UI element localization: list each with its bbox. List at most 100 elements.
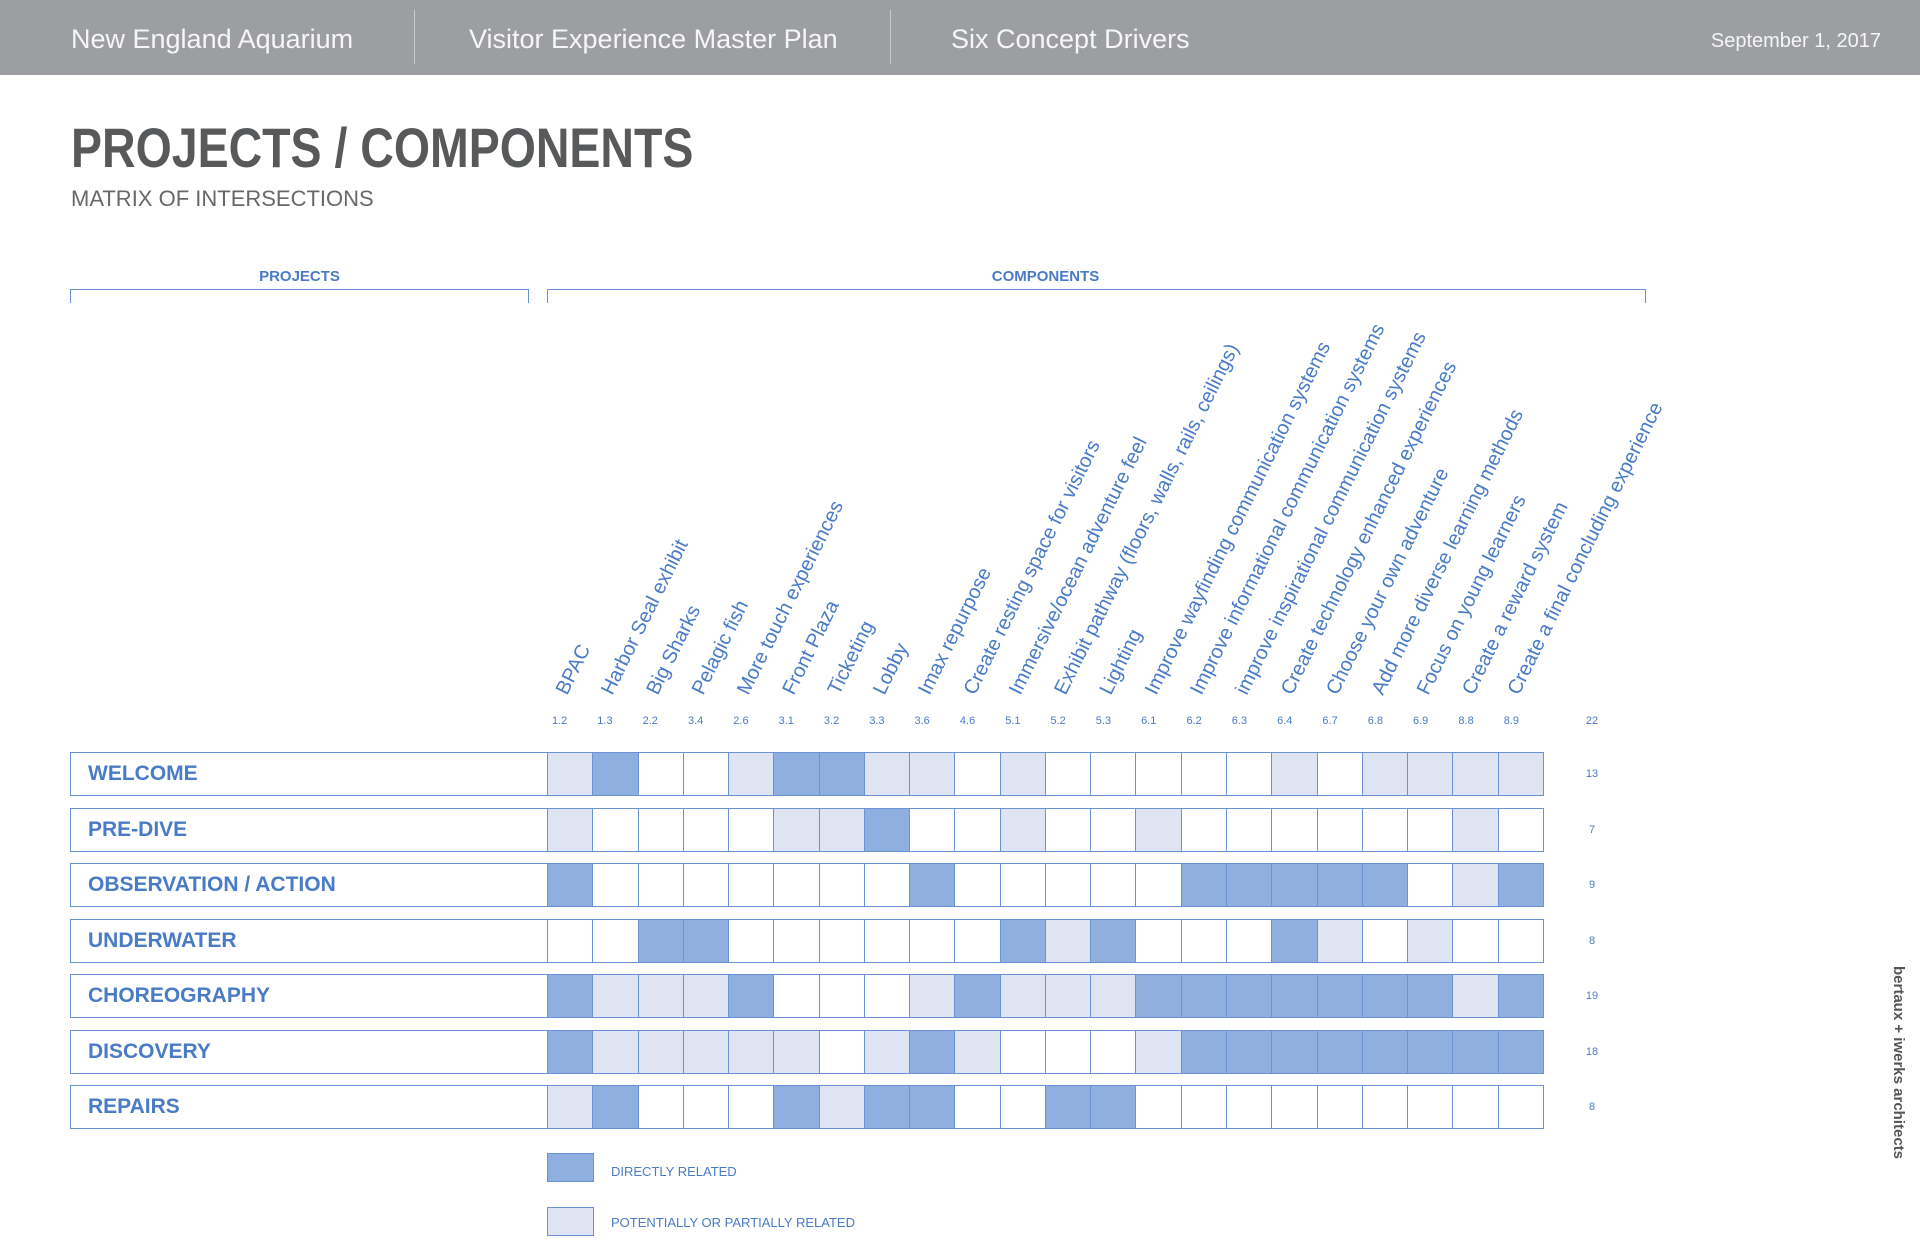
matrix-cell	[1044, 808, 1091, 851]
matrix-cell	[548, 1086, 593, 1128]
matrix-cell	[1452, 975, 1498, 1017]
matrix-cell	[1497, 919, 1543, 962]
matrix-cell	[682, 1086, 729, 1128]
matrix-cell	[909, 864, 955, 906]
matrix-cell	[548, 975, 593, 1017]
page-title: PROJECTS / COMPONENTS	[71, 116, 694, 179]
matrix-cell	[637, 975, 683, 1017]
architect-credit: bertaux + iwerks architects	[1890, 966, 1907, 1160]
matrix-cell	[773, 1086, 819, 1128]
matrix-cell	[863, 753, 910, 795]
project-name: CHOREOGRAPHY	[70, 974, 547, 1018]
matrix-row: PRE-DIVE 7	[70, 807, 1612, 852]
matrix-cell	[637, 1086, 683, 1128]
matrix-cell	[1316, 1030, 1362, 1073]
matrix-cell	[1180, 975, 1226, 1017]
matrix-cell	[954, 864, 1000, 906]
matrix-cell	[1090, 753, 1136, 795]
matrix-row: WELCOME 13	[70, 752, 1612, 796]
matrix-cell	[1090, 808, 1136, 851]
matrix-cell	[1452, 753, 1498, 795]
matrix-cell	[999, 919, 1045, 962]
matrix-cell	[909, 1086, 955, 1128]
component-code: 6.1	[1141, 715, 1156, 727]
matrix-cell	[1361, 1030, 1408, 1073]
matrix-row: OBSERVATION / ACTION 9	[70, 863, 1612, 907]
component-code: 3.2	[824, 715, 839, 727]
matrix-cell	[863, 919, 910, 962]
matrix-cell	[773, 864, 819, 906]
matrix-cell	[773, 1030, 819, 1073]
project-count: 9	[1588, 879, 1596, 891]
matrix-cell	[637, 919, 683, 962]
matrix-cell	[1316, 753, 1362, 795]
matrix-cell	[1180, 1030, 1226, 1073]
matrix-cell	[909, 808, 955, 851]
matrix-cell	[592, 808, 638, 851]
matrix-cell	[682, 919, 729, 962]
matrix-cell	[1497, 975, 1543, 1017]
matrix-cell	[592, 1030, 638, 1073]
matrix-cell	[1271, 919, 1317, 962]
matrix-cell	[818, 919, 864, 962]
matrix-cell	[728, 919, 774, 962]
component-label: BPAC	[552, 641, 595, 698]
matrix-cell	[1316, 975, 1362, 1017]
matrix-cell	[1316, 1086, 1362, 1128]
matrix-cell	[1044, 753, 1091, 795]
matrix-cell	[909, 919, 955, 962]
component-code: 3.6	[915, 715, 930, 727]
matrix-cell	[818, 808, 864, 851]
matrix-cell	[1316, 919, 1362, 962]
matrix-cell	[954, 1086, 1000, 1128]
matrix-cell	[1497, 753, 1543, 795]
component-code: 1.3	[597, 715, 612, 727]
matrix-cells	[547, 1029, 1544, 1074]
components-total: 22	[1586, 715, 1598, 727]
matrix-cell	[863, 975, 910, 1017]
component-code: 6.7	[1322, 715, 1337, 727]
matrix-cell	[728, 808, 774, 851]
component-code: 6.8	[1368, 715, 1383, 727]
matrix-cell	[1271, 864, 1317, 906]
section-title: Six Concept Drivers	[951, 24, 1190, 54]
legend-label-partially-related: POTENTIALLY OR PARTIALLY RELATED	[611, 1215, 855, 1230]
project-name: UNDERWATER	[70, 918, 547, 963]
project-count: 8	[1588, 1101, 1596, 1113]
matrix-cell	[592, 753, 638, 795]
matrix-cell	[637, 808, 683, 851]
matrix-cells	[547, 863, 1544, 907]
matrix-cell	[1361, 753, 1408, 795]
matrix-cell	[1361, 808, 1408, 851]
matrix-cell	[1407, 919, 1453, 962]
header-divider	[890, 10, 891, 64]
matrix-cell	[1225, 753, 1272, 795]
matrix-cell	[909, 753, 955, 795]
matrix-cell	[1225, 1030, 1272, 1073]
project-count: 18	[1585, 1045, 1599, 1058]
matrix-cell	[999, 1086, 1045, 1128]
matrix-cell	[1452, 864, 1498, 906]
component-code: 6.4	[1277, 715, 1292, 727]
components-bracket	[547, 289, 1646, 303]
matrix-cell	[818, 1086, 864, 1128]
matrix-cell	[1407, 808, 1453, 851]
document-date: September 1, 2017	[1710, 30, 1881, 52]
matrix-cell	[1180, 808, 1226, 851]
matrix-cell	[1180, 919, 1226, 962]
matrix-cell	[999, 864, 1045, 906]
component-code: 6.9	[1413, 715, 1428, 727]
matrix-cell	[909, 1030, 955, 1073]
component-code: 5.2	[1051, 715, 1066, 727]
projects-bracket	[70, 289, 529, 303]
plan-title: Visitor Experience Master Plan	[469, 24, 838, 54]
matrix-cell	[1407, 1030, 1453, 1073]
component-code: 3.3	[869, 715, 884, 727]
matrix-cell	[1090, 1086, 1136, 1128]
matrix-cell	[1225, 808, 1272, 851]
matrix-cell	[592, 864, 638, 906]
matrix-row: REPAIRS 8	[70, 1085, 1612, 1129]
matrix-cell	[1271, 1086, 1317, 1128]
matrix-cell	[548, 919, 593, 962]
